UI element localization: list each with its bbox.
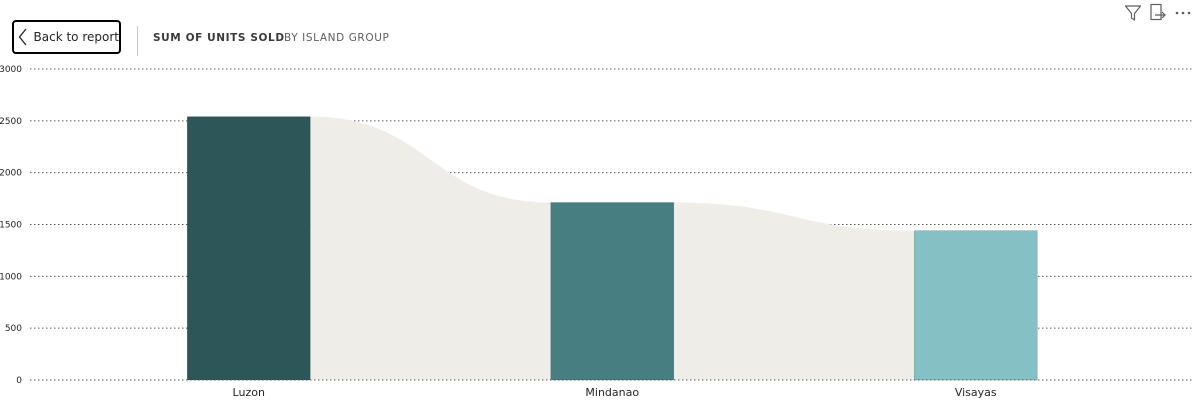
y-tick-label: 1000 bbox=[0, 272, 22, 282]
breadcrumb-dimension: BY ISLAND GROUP bbox=[284, 32, 390, 44]
chevron-left-icon bbox=[16, 28, 31, 46]
y-tick-label: 2500 bbox=[0, 117, 22, 127]
x-category-label: Mindanao bbox=[585, 386, 639, 399]
y-tick-label: 2000 bbox=[0, 169, 22, 179]
bar-luzon[interactable] bbox=[186, 116, 311, 381]
x-category-label: Luzon bbox=[233, 386, 265, 399]
header-divider bbox=[137, 26, 138, 56]
visual-header-toolbar bbox=[1124, 3, 1192, 23]
y-tick-label: 0 bbox=[16, 376, 22, 386]
breadcrumb-measure: SUM OF UNITS SOLD bbox=[153, 32, 285, 44]
y-tick-label: 3000 bbox=[0, 65, 22, 75]
y-tick-label: 500 bbox=[5, 324, 22, 334]
filter-icon[interactable] bbox=[1124, 4, 1142, 22]
y-tick-label: 1500 bbox=[0, 221, 22, 231]
back-to-report-label: Back to report bbox=[33, 30, 119, 44]
back-to-report-button[interactable]: Back to report bbox=[12, 20, 121, 54]
export-icon[interactable] bbox=[1149, 3, 1167, 23]
bar-mindanao[interactable] bbox=[550, 202, 675, 381]
bar-visayas[interactable] bbox=[913, 230, 1038, 381]
x-category-label: Visayas bbox=[955, 386, 997, 399]
more-options-icon[interactable] bbox=[1174, 4, 1192, 22]
